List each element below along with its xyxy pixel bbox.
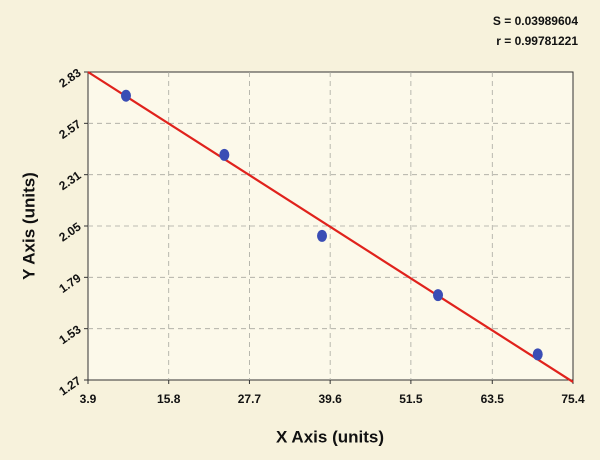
data-point bbox=[532, 348, 543, 361]
data-point bbox=[219, 148, 230, 161]
x-tick-label: 3.9 bbox=[80, 392, 97, 406]
x-axis-title: X Axis (units) bbox=[276, 427, 384, 446]
x-tick-label: 51.5 bbox=[399, 392, 423, 406]
x-tick-label: 15.8 bbox=[157, 392, 181, 406]
data-point bbox=[317, 229, 328, 242]
x-tick-label: 63.5 bbox=[481, 392, 505, 406]
fit-line bbox=[87, 71, 574, 383]
x-tick-label: 39.6 bbox=[318, 392, 342, 406]
y-axis-title: Y Axis (units) bbox=[19, 172, 38, 280]
x-tick-label: 75.4 bbox=[561, 392, 585, 406]
annotation: r = 0.99781221 bbox=[496, 34, 578, 48]
x-tick-label: 27.7 bbox=[238, 392, 262, 406]
data-point bbox=[120, 89, 131, 102]
data-point bbox=[433, 289, 444, 302]
annotation: S = 0.03989604 bbox=[493, 14, 578, 28]
